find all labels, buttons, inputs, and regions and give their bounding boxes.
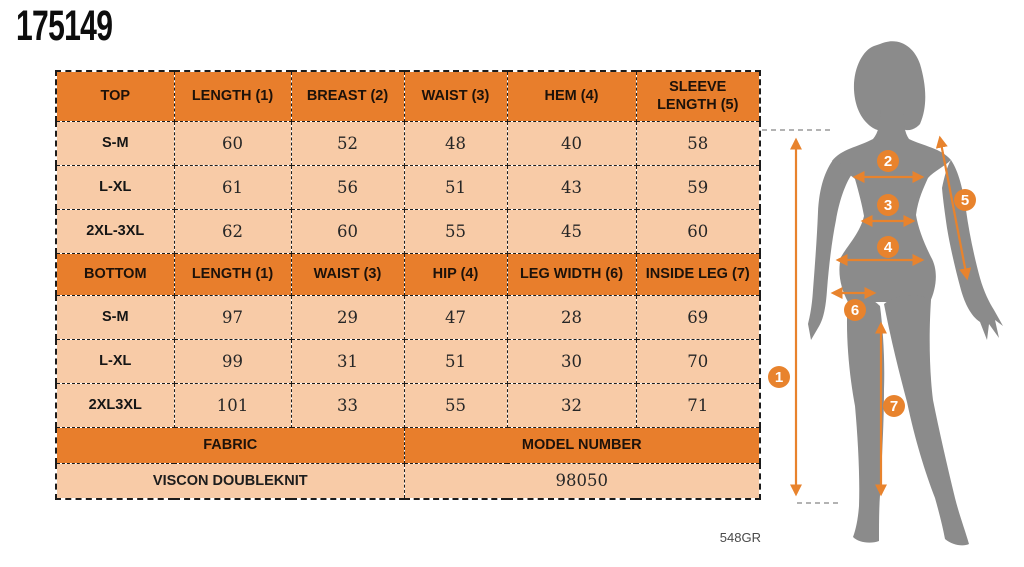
- table-cell: 48: [403, 120, 508, 166]
- measurement-marker-5: [954, 189, 976, 211]
- table-cell: 28: [506, 294, 637, 340]
- table-cell: 58: [635, 120, 761, 166]
- table-cell: 30: [506, 338, 637, 384]
- table-row: S-M 60 52 48 40 58: [55, 120, 761, 166]
- silhouette-left-arm: [808, 160, 852, 340]
- table-cell: 51: [403, 164, 508, 210]
- top-header-cell: TOP: [55, 70, 175, 122]
- silhouette-right-leg: [884, 295, 969, 546]
- model-number-value: 98050: [403, 462, 761, 500]
- top-header-cell: LENGTH (1): [173, 70, 292, 122]
- table-cell: 71: [635, 382, 761, 428]
- measurement-marker-4: [877, 236, 899, 258]
- table-cell: 60: [635, 208, 761, 254]
- marker-label-5: 5: [961, 192, 969, 209]
- size-label: 2XL-3XL: [55, 208, 175, 254]
- bottom-header-cell: LEG WIDTH (6): [506, 252, 637, 296]
- footnote-code: 548GR: [719, 530, 761, 545]
- table-cell: 33: [290, 382, 405, 428]
- size-label: L-XL: [55, 338, 175, 384]
- marker-label-6: 6: [851, 302, 859, 319]
- top-header-cell: BREAST (2): [290, 70, 405, 122]
- size-label: 2XL3XL: [55, 382, 175, 428]
- measurement-marker-3: [877, 194, 899, 216]
- table-cell: 43: [506, 164, 637, 210]
- bottom-header-cell: BOTTOM: [55, 252, 175, 296]
- silhouette-head: [853, 41, 926, 131]
- table-row: 2XL-3XL 62 60 55 45 60: [55, 208, 761, 254]
- top-header-cell: WAIST (3): [403, 70, 508, 122]
- table-cell: 55: [403, 382, 508, 428]
- bottom-header-cell: LENGTH (1): [173, 252, 292, 296]
- table-cell: 55: [403, 208, 508, 254]
- fabric-header: FABRIC: [55, 426, 405, 464]
- table-cell: 60: [173, 120, 292, 166]
- table-cell: 29: [290, 294, 405, 340]
- table-cell: 69: [635, 294, 761, 340]
- table-cell: 56: [290, 164, 405, 210]
- size-label: S-M: [55, 120, 175, 166]
- table-cell: 45: [506, 208, 637, 254]
- silhouette-left-leg: [846, 294, 885, 543]
- table-cell: 61: [173, 164, 292, 210]
- marker-label-3: 3: [884, 197, 892, 214]
- table-cell: 62: [173, 208, 292, 254]
- marker-label-1: 1: [775, 369, 783, 386]
- table-row: L-XL 61 56 51 43 59: [55, 164, 761, 210]
- bottom-header-cell: WAIST (3): [290, 252, 405, 296]
- fabric-value: VISCON DOUBLEKNIT: [55, 462, 405, 500]
- table-cell: 101: [173, 382, 292, 428]
- marker-label-4: 4: [884, 239, 893, 256]
- table-cell: 99: [173, 338, 292, 384]
- table-cell: 51: [403, 338, 508, 384]
- top-header-cell: SLEEVE LENGTH (5): [635, 70, 761, 122]
- measurement-marker-6: [844, 299, 866, 321]
- table-cell: 60: [290, 208, 405, 254]
- guide-lines: [762, 129, 840, 504]
- table-cell: 70: [635, 338, 761, 384]
- table-cell: 31: [290, 338, 405, 384]
- size-label: S-M: [55, 294, 175, 340]
- table-row: S-M 97 29 47 28 69: [55, 294, 761, 340]
- measurement-arrows: [789, 135, 972, 497]
- size-label: L-XL: [55, 164, 175, 210]
- measurement-marker-2: [877, 150, 899, 172]
- info-value-row: VISCON DOUBLEKNIT 98050: [55, 462, 761, 500]
- top-header-row: TOP LENGTH (1) BREAST (2) WAIST (3) HEM …: [55, 70, 761, 122]
- table-cell: 59: [635, 164, 761, 210]
- table-row: L-XL 99 31 51 30 70: [55, 338, 761, 384]
- bottom-header-cell: HIP (4): [403, 252, 508, 296]
- measurement-figure: 1 2 3 4 5 6 7: [762, 41, 1003, 546]
- page-title: 175149: [16, 2, 113, 50]
- size-table: TOP LENGTH (1) BREAST (2) WAIST (3) HEM …: [55, 70, 761, 500]
- table-cell: 32: [506, 382, 637, 428]
- marker-label-2: 2: [884, 153, 892, 170]
- marker-label-7: 7: [890, 398, 898, 415]
- silhouette-right-arm: [942, 160, 1003, 340]
- measurement-marker-1: [768, 366, 790, 388]
- top-header-cell: HEM (4): [506, 70, 637, 122]
- model-number-header: MODEL NUMBER: [403, 426, 761, 464]
- table-cell: 97: [173, 294, 292, 340]
- table-cell: 40: [506, 120, 637, 166]
- bottom-header-cell: INSIDE LEG (7): [635, 252, 761, 296]
- table-cell: 52: [290, 120, 405, 166]
- measurement-arrow-5: [935, 135, 972, 281]
- measurement-marker-7: [883, 395, 905, 417]
- table-row: 2XL3XL 101 33 55 32 71: [55, 382, 761, 428]
- measurement-markers: 1 2 3 4 5 6 7: [768, 150, 976, 417]
- info-header-row: FABRIC MODEL NUMBER: [55, 426, 761, 464]
- bottom-header-row: BOTTOM LENGTH (1) WAIST (3) HIP (4) LEG …: [55, 252, 761, 296]
- table-cell: 47: [403, 294, 508, 340]
